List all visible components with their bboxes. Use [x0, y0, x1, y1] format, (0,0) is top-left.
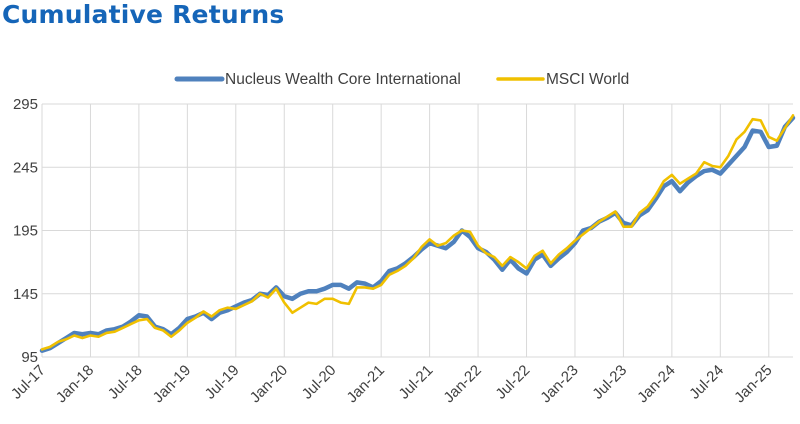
x-tick-label: Jul-23 [589, 362, 630, 403]
legend-label: Nucleus Wealth Core International [225, 71, 461, 88]
y-tick-label: 295 [13, 96, 38, 113]
x-tick-label: Jan-19 [150, 362, 194, 406]
x-tick-label: Jan-23 [537, 362, 581, 406]
y-tick-label: 195 [13, 223, 38, 240]
x-tick-label: Jul-21 [396, 362, 437, 403]
x-tick-label: Jan-22 [440, 362, 484, 406]
y-tick-label: 145 [13, 286, 38, 303]
series-line-nucleus-wealth-core-international [39, 115, 796, 353]
y-tick-label: 95 [21, 349, 38, 366]
series-lines [39, 114, 796, 353]
series-line-msci-world [40, 114, 795, 351]
x-tick-label: Jul-17 [8, 362, 49, 403]
y-axis: 95 145 195 245 295 [13, 96, 38, 366]
x-tick-label: Jan-18 [53, 362, 97, 406]
x-tick-label: Jan-25 [731, 362, 775, 406]
y-tick-label: 245 [13, 159, 38, 176]
x-tick-label: Jan-24 [634, 362, 678, 406]
x-tick-label: Jan-20 [247, 362, 291, 406]
x-tick-label: Jul-24 [686, 362, 727, 403]
page-title: Cumulative Returns [2, 0, 285, 29]
legend: Nucleus Wealth Core International MSCI Wo… [174, 71, 629, 88]
x-tick-label: Jul-18 [105, 362, 146, 403]
legend-label: MSCI World [546, 71, 629, 88]
x-tick-label: Jul-22 [492, 362, 533, 403]
grid-lines [41, 103, 793, 358]
x-tick-label: Jul-20 [299, 362, 340, 403]
x-tick-label: Jul-19 [202, 362, 243, 403]
x-tick-label: Jan-21 [344, 362, 388, 406]
x-axis: Jul-17 Jan-18 Jul-18 Jan-19 Jul-19 Jan-20 Jul-… [8, 362, 776, 406]
